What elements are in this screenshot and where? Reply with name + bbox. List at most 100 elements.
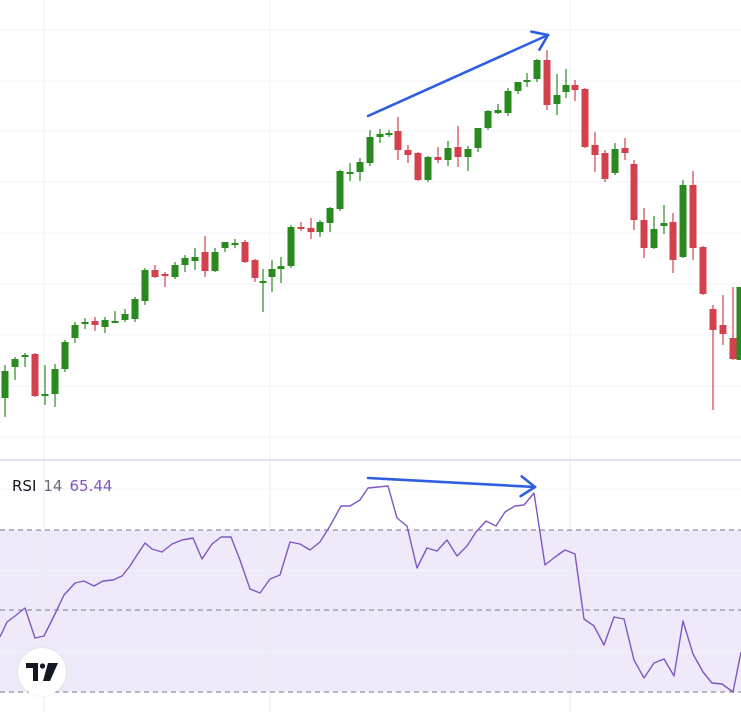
candle-up[interactable] <box>1 365 9 417</box>
candle-up[interactable] <box>111 311 119 323</box>
candle-up[interactable] <box>268 260 276 292</box>
candle-up[interactable] <box>259 269 267 312</box>
candle-up[interactable] <box>61 340 69 372</box>
pane-separator[interactable] <box>0 459 741 461</box>
candle-up[interactable] <box>376 129 384 143</box>
candle-body <box>277 266 285 269</box>
candle-down[interactable] <box>591 132 599 172</box>
candle-up[interactable] <box>211 248 219 272</box>
candle-down[interactable] <box>394 117 402 160</box>
candle-up[interactable] <box>533 59 541 82</box>
candle-up[interactable] <box>171 262 179 279</box>
price-trend-arrow[interactable] <box>366 30 550 118</box>
candle-up[interactable] <box>444 141 452 166</box>
candle-up[interactable] <box>346 163 354 181</box>
candle-down[interactable] <box>543 50 551 110</box>
candle-up[interactable] <box>504 88 512 116</box>
candle-up[interactable] <box>21 353 29 367</box>
candle-down[interactable] <box>161 272 169 287</box>
candle-up[interactable] <box>131 297 139 322</box>
candle-body <box>581 89 589 147</box>
candle-body <box>709 309 717 330</box>
candle-up[interactable] <box>553 74 561 115</box>
candle-up[interactable] <box>474 128 482 152</box>
candle-up[interactable] <box>231 239 239 248</box>
candle-down[interactable] <box>601 150 609 182</box>
candle-body <box>553 95 561 104</box>
candle-body <box>533 60 541 79</box>
candle-up[interactable] <box>679 180 687 258</box>
candle-up[interactable] <box>221 242 229 252</box>
price-pane[interactable] <box>0 0 741 459</box>
candle-down[interactable] <box>454 126 462 167</box>
rsi-line[interactable] <box>0 485 741 693</box>
candle-down[interactable] <box>689 171 697 260</box>
tradingview-logo-button[interactable] <box>18 648 66 696</box>
candle-down[interactable] <box>251 259 259 282</box>
candle-up[interactable] <box>660 205 668 234</box>
candle-up[interactable] <box>464 146 472 171</box>
candle-up[interactable] <box>41 365 49 405</box>
candle-down[interactable] <box>31 353 39 397</box>
candle-down[interactable] <box>729 287 737 360</box>
candle-down[interactable] <box>151 265 159 278</box>
candle-down[interactable] <box>297 222 305 231</box>
candle-body <box>316 222 324 232</box>
rsi-legend[interactable]: RSI 14 65.44 <box>12 476 112 496</box>
candle-up[interactable] <box>562 69 570 98</box>
candle-up[interactable] <box>101 317 109 333</box>
candle-up[interactable] <box>277 257 285 283</box>
candle-up[interactable] <box>287 225 295 268</box>
candle-body <box>571 85 579 90</box>
candle-down[interactable] <box>307 218 315 239</box>
candle-body <box>346 172 354 174</box>
candle-body <box>241 242 249 262</box>
candle-down[interactable] <box>201 236 209 277</box>
candle-up[interactable] <box>336 170 344 211</box>
candle-up[interactable] <box>424 156 432 182</box>
candle-down[interactable] <box>241 240 249 263</box>
candle-up[interactable] <box>141 268 149 305</box>
rsi-trend-arrow[interactable] <box>366 475 537 498</box>
candle-down[interactable] <box>581 88 589 148</box>
candle-body <box>111 321 119 323</box>
candle-up[interactable] <box>523 73 531 87</box>
candle-up[interactable] <box>611 143 619 175</box>
candle-down[interactable] <box>91 317 99 331</box>
candle-up[interactable] <box>81 318 89 329</box>
candle-body <box>444 148 452 160</box>
candle-body <box>424 157 432 180</box>
candle-up[interactable] <box>494 104 502 114</box>
candle-up[interactable] <box>71 322 79 343</box>
candle-up[interactable] <box>736 287 741 360</box>
candle-up[interactable] <box>356 158 364 181</box>
candle-up[interactable] <box>316 220 324 237</box>
candle-down[interactable] <box>621 138 629 160</box>
candle-up[interactable] <box>385 130 393 137</box>
candle-body <box>268 269 276 277</box>
candle-up[interactable] <box>484 110 492 130</box>
candle-up[interactable] <box>191 248 199 270</box>
candle-body <box>91 321 99 325</box>
candle-up[interactable] <box>366 130 374 166</box>
candle-down[interactable] <box>414 152 422 181</box>
candle-down[interactable] <box>434 147 442 163</box>
candle-down[interactable] <box>571 80 579 101</box>
candle-up[interactable] <box>326 207 334 232</box>
candle-up[interactable] <box>11 357 19 380</box>
candle-down[interactable] <box>630 160 638 230</box>
candle-up[interactable] <box>650 216 658 249</box>
candle-up[interactable] <box>51 364 59 407</box>
candle-down[interactable] <box>640 208 648 258</box>
candle-down[interactable] <box>404 145 412 163</box>
candle-down[interactable] <box>709 305 717 410</box>
candle-down[interactable] <box>719 295 727 345</box>
candle-up[interactable] <box>181 255 189 272</box>
candle-up[interactable] <box>121 309 129 322</box>
rsi-pane[interactable] <box>0 461 741 712</box>
candle-down[interactable] <box>669 213 677 273</box>
price-trend-arrow-shaft <box>366 33 550 118</box>
candle-up[interactable] <box>514 82 522 94</box>
candle-down[interactable] <box>699 246 707 295</box>
